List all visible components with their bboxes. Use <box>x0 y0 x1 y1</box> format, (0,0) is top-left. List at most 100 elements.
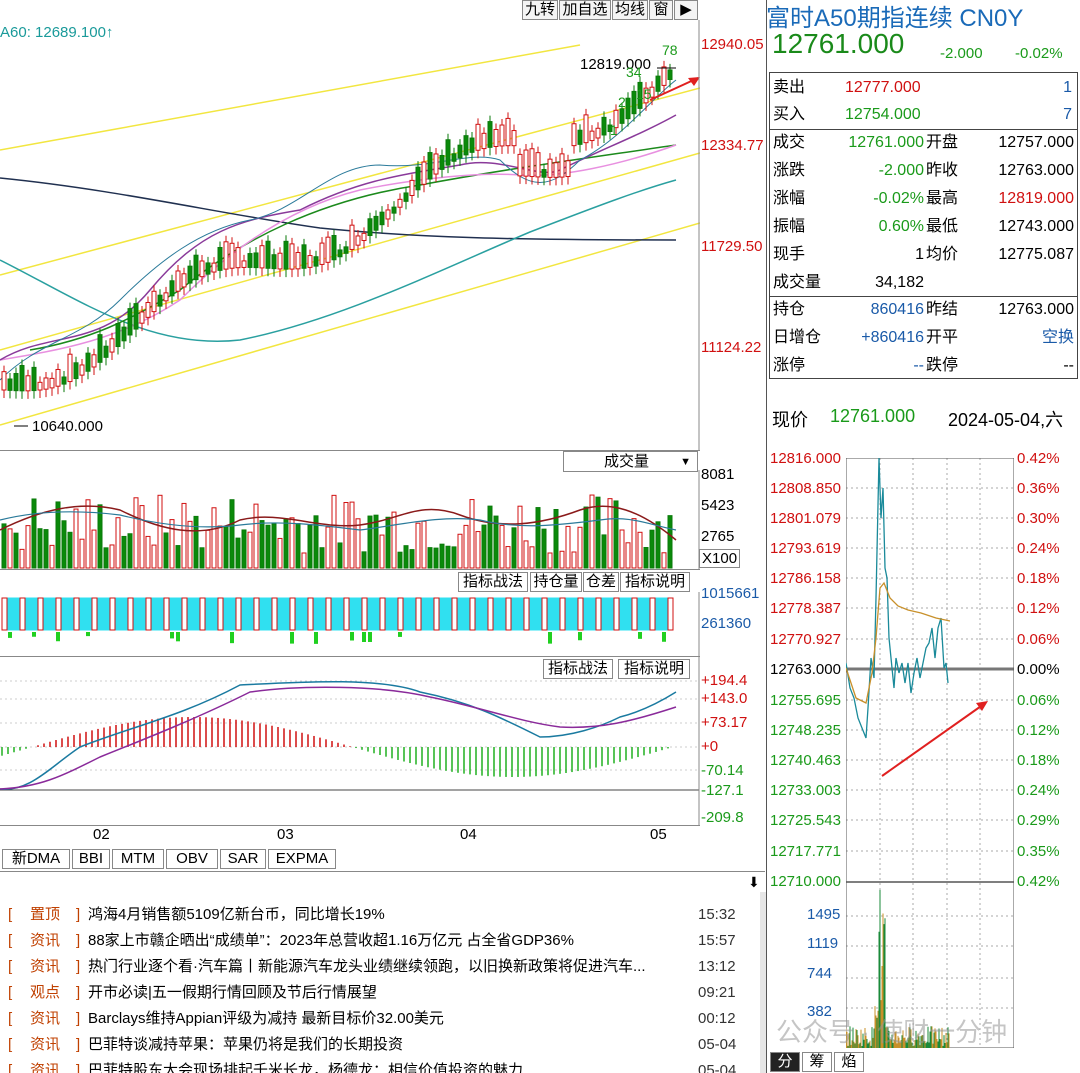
news-title: 巴菲特股东大会现场排起千米长龙，杨德龙：相信价值投资的魅力 <box>88 1062 524 1073</box>
intraday-pct-axis: 0.29% <box>1017 812 1060 829</box>
news-title: 开市必读|五一假期行情回顾及节后行情展望 <box>88 984 377 1001</box>
sell-price: 12777.000 <box>845 79 921 96</box>
quote-label: 现手 <box>773 246 806 263</box>
bracket-right: ] <box>76 1036 81 1053</box>
news-category: 资讯 <box>30 1062 61 1073</box>
td-count-78: 78 <box>662 42 678 58</box>
news-title: 鸿海4月销售额5109亿新台币，同比增长19% <box>88 906 385 923</box>
oi-position-button[interactable]: 持仓量 <box>530 572 582 592</box>
bracket-right: ] <box>76 1062 81 1073</box>
tab-minute[interactable]: 分 <box>770 1052 800 1072</box>
news-item[interactable]: [观点] 开市必读|五一假期行情回顾及节后行情展望 09:21 <box>0 980 760 1006</box>
volume-axis-unit: X100 <box>699 549 741 568</box>
oi-help-button[interactable]: 指标说明 <box>620 572 690 592</box>
price-axis-3: 11729.50 <box>701 238 763 255</box>
bracket-right: ] <box>76 906 81 923</box>
intraday-price: 12761.000 <box>830 406 916 426</box>
bracket-left: [ <box>8 906 13 923</box>
quote-label-2: 跌停 <box>926 357 959 374</box>
sell-row: 卖出 12777.000 1 <box>770 74 1078 102</box>
volume-chart <box>0 470 700 570</box>
last-price: 12761.000 <box>772 28 905 59</box>
quote-label-2: 开盘 <box>926 134 959 151</box>
news-item[interactable]: [资讯] 热门行业逐个看·汽车篇丨新能源汽车龙头业绩继续领跑，以旧换新政策将促进汽… <box>0 954 760 980</box>
news-item[interactable]: [资讯] 巴菲特谈减持苹果：苹果仍将是我们的长期投资 05-04 <box>0 1032 760 1058</box>
quote-label: 涨幅 <box>773 190 806 207</box>
intraday-price-axis: 12816.000 <box>770 450 841 467</box>
bracket-left: [ <box>8 1010 13 1027</box>
intraday-pct-axis: 0.24% <box>1017 540 1060 557</box>
quote-row: 振幅 0.60% 最低 12743.000 <box>770 213 1078 241</box>
tab-obv[interactable]: OBV <box>166 849 218 869</box>
tab-mtm[interactable]: MTM <box>112 849 164 869</box>
intraday-pct-axis: 0.12% <box>1017 722 1060 739</box>
intraday-price-axis: 12801.079 <box>770 510 841 527</box>
macd-axis-2: +143.0 <box>701 690 748 707</box>
macd-axis-5: -70.14 <box>701 762 744 779</box>
oi-diff-button[interactable]: 仓差 <box>583 572 619 592</box>
tab-new-dma[interactable]: 新DMA <box>2 849 70 869</box>
intraday-volume-axis: 1495 <box>807 906 841 923</box>
quote-value: -- <box>913 357 924 374</box>
quote-label-2: 最低 <box>926 218 959 235</box>
buy-row: 买入 12754.000 7 <box>770 101 1078 129</box>
quote-row: 涨跌 -2.000 昨收 12763.000 <box>770 157 1078 185</box>
ma-label: A60: 12689.100↑ <box>0 24 114 41</box>
oi-strategy-button[interactable]: 指标战法 <box>458 572 528 592</box>
intraday-price-axis: 12770.927 <box>770 631 841 648</box>
price-change-pct: -0.02% <box>1015 45 1063 62</box>
quote-row: 涨幅 -0.02% 最高 12819.000 <box>770 185 1078 213</box>
quote-label: 持仓 <box>773 301 806 318</box>
quote-row: 现手 1 均价 12775.087 <box>770 241 1078 269</box>
intraday-price-axis: 12748.235 <box>770 722 841 739</box>
sell-label: 卖出 <box>773 79 806 96</box>
moving-average-button[interactable]: 均线 <box>612 0 648 20</box>
expand-arrow-icon[interactable]: ▶ <box>674 0 698 20</box>
intraday-pct-axis: 0.30% <box>1017 510 1060 527</box>
tab-sar[interactable]: SAR <box>220 849 266 869</box>
news-item[interactable]: [置顶] 鸿海4月销售额5109亿新台币，同比增长19% 15:32 <box>0 902 760 928</box>
intraday-pct-axis: 0.18% <box>1017 570 1060 587</box>
intraday-price-axis: 12710.000 <box>770 873 841 890</box>
news-download-icon[interactable]: ⬇ <box>748 874 760 890</box>
oi-axis-2: 261360 <box>701 615 752 632</box>
instrument-name: 富时A50期指连续 CN0Y <box>766 5 1024 32</box>
macd-help-button[interactable]: 指标说明 <box>618 659 690 679</box>
news-item[interactable]: [资讯] Barclays维持Appian评级为减持 最新目标价32.00美元 00… <box>0 1006 760 1032</box>
intraday-pct-axis: 0.12% <box>1017 600 1060 617</box>
intraday-pct-axis: 0.24% <box>1017 782 1060 799</box>
tab-chips[interactable]: 筹 <box>802 1052 832 1072</box>
td-count-1: 1 <box>610 122 618 138</box>
intraday-pct-axis: 0.18% <box>1017 752 1060 769</box>
news-scrollbar[interactable] <box>760 892 766 1073</box>
window-button[interactable]: 窗 <box>649 0 673 20</box>
nine-turn-button[interactable]: 九转 <box>522 0 558 20</box>
td-count-34: 34 <box>626 64 642 80</box>
macd-chart <box>0 657 700 825</box>
bracket-right: ] <box>76 932 81 949</box>
intraday-pct-axis: 0.35% <box>1017 843 1060 860</box>
quote-value: 0.60% <box>878 218 924 235</box>
macd-axis-6: -127.1 <box>701 782 744 799</box>
intraday-price-axis: 12717.771 <box>770 843 841 860</box>
buy-label: 买入 <box>773 106 806 123</box>
macd-axis-3: +73.17 <box>701 714 748 731</box>
buy-volume: 7 <box>1063 106 1072 123</box>
news-item[interactable]: [资讯] 88家上市赣企晒出“成绩单”：2023年总营收超1.16万亿元 占全省G… <box>0 928 760 954</box>
add-watchlist-button[interactable]: 加自选 <box>559 0 611 20</box>
tab-flame[interactable]: 焰 <box>834 1052 864 1072</box>
macd-strategy-button[interactable]: 指标战法 <box>543 659 613 679</box>
news-item[interactable]: [资讯] 巴菲特股东大会现场排起千米长龙，杨德龙：相信价值投资的魅力 05-04 <box>0 1058 760 1073</box>
news-list: [置顶] 鸿海4月销售额5109亿新台币，同比增长19% 15:32 [资讯] 88家上… <box>0 902 765 1073</box>
tab-bbi[interactable]: BBI <box>72 849 110 869</box>
price-change: -2.000 <box>940 45 983 62</box>
watermark: 公众号 · 使财一分钟 <box>776 1017 1008 1047</box>
macd-axis-4: +0 <box>701 738 719 755</box>
intraday-price-axis: 12755.695 <box>770 692 841 709</box>
news-category: 资讯 <box>30 932 61 949</box>
news-category: 观点 <box>30 984 61 1001</box>
current-price-label: 现价 <box>772 410 808 430</box>
volume-selector[interactable]: 成交量 ▼ <box>563 451 698 472</box>
tab-expma[interactable]: EXPMA <box>268 849 336 869</box>
x-axis-05: 05 <box>650 826 667 843</box>
